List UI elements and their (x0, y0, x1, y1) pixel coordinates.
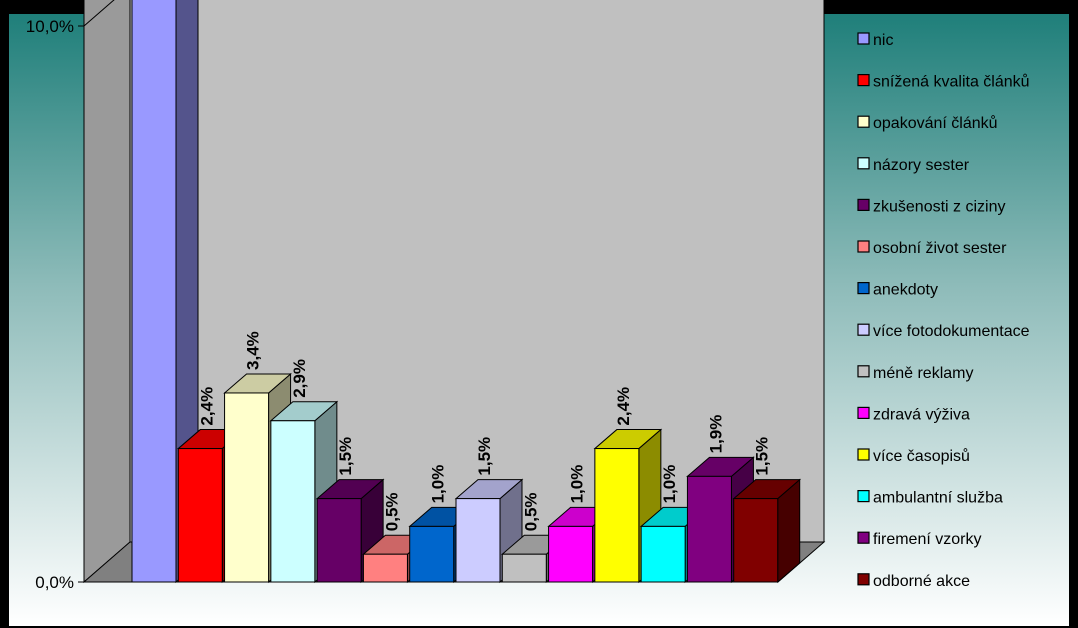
legend-swatch (857, 157, 870, 170)
legend-label: osobní život sester (873, 240, 1007, 257)
bar-front (270, 420, 316, 583)
legend-swatch (857, 323, 870, 336)
legend-swatch (857, 282, 870, 295)
legend-item: snížená kvalita článků (857, 73, 1030, 91)
bar-front (733, 498, 779, 583)
legend-item: více fotodokumentace (857, 323, 1030, 340)
legend-swatch (857, 490, 870, 503)
legend-item: zdravá výživa (857, 406, 970, 423)
bar-front (131, 0, 177, 583)
data-label: 1,5% (753, 437, 772, 476)
legend-label: odborné akce (873, 573, 970, 590)
legend-label: více fotodokumentace (873, 323, 1030, 340)
legend-item: opakování článků (857, 114, 998, 132)
bar-front (316, 498, 362, 583)
legend-swatch (857, 240, 870, 253)
legend-swatch (857, 198, 870, 211)
legend-item: firemení vzorky (857, 531, 981, 548)
legend-label: zkušenosti z ciziny (873, 198, 1006, 215)
legend-item: méně reklamy (857, 365, 973, 382)
legend-label: opakování článků (873, 114, 998, 132)
data-label: 1,9% (706, 415, 725, 454)
legend-swatch (857, 573, 870, 586)
side-wall (83, 0, 131, 584)
data-label: 1,0% (429, 465, 448, 504)
legend-swatch (857, 365, 870, 378)
data-label: 0,5% (382, 492, 401, 531)
data-label: 3,4% (244, 331, 263, 370)
legend-swatch (857, 73, 870, 87)
data-label: 2,9% (290, 359, 309, 398)
legend-item: názory sester (857, 157, 970, 174)
legend-label: méně reklamy (873, 365, 973, 382)
legend-label: firemení vzorky (873, 531, 981, 548)
bars (131, 0, 802, 584)
bar-front (548, 525, 594, 583)
legend-item: nic (857, 32, 893, 49)
bar-front (501, 553, 547, 583)
legend-item: anekdoty (857, 282, 938, 299)
bar-front (455, 498, 501, 583)
legend-swatch (857, 448, 870, 461)
legend-label: názory sester (873, 157, 970, 174)
bar-front (640, 525, 686, 583)
data-label: 2,4% (197, 387, 216, 426)
data-label: 1,0% (568, 465, 587, 504)
y-axis-ticks: 0,0%10,0%20,0%30,0%40,0%50,0%60,0%70,0%8… (26, 0, 85, 592)
data-label: 2,4% (614, 387, 633, 426)
legend-swatch (857, 531, 870, 544)
legend-swatch (857, 406, 870, 419)
legend-label: anekdoty (873, 282, 938, 299)
legend-swatch (857, 32, 870, 45)
legend-label: více časopisů (873, 447, 970, 465)
bar-14 (732, 478, 802, 584)
legend-item: osobní život sester (857, 240, 1007, 257)
data-label: 1,0% (660, 465, 679, 504)
legend-label: snížená kvalita článků (873, 73, 1030, 91)
gridline (83, 0, 115, 27)
legend-label: nic (873, 32, 893, 49)
legend-item: ambulantní služba (857, 490, 1003, 507)
bar-front (362, 553, 408, 583)
legend-item: odborné akce (857, 573, 970, 590)
data-label: 1,5% (475, 437, 494, 476)
legend: nic snížená kvalita článků opakování článk… (857, 32, 1030, 590)
bar-front (686, 475, 732, 583)
legend-label: ambulantní služba (873, 490, 1003, 507)
legend-swatch (857, 115, 870, 128)
y-tick-label: 0,0% (35, 573, 74, 592)
y-tick-label: 10,0% (26, 17, 74, 36)
bar-1 (131, 0, 199, 584)
data-label: 1,5% (336, 437, 355, 476)
bar-front (177, 448, 223, 583)
data-label: 0,5% (521, 492, 540, 531)
bar-front (594, 448, 640, 583)
bar-front (409, 525, 455, 583)
bar-front (224, 392, 270, 583)
legend-item: zkušenosti z ciziny (857, 198, 1006, 215)
legend-item: více časopisů (857, 447, 970, 465)
legend-label: zdravá výživa (873, 406, 970, 423)
data-labels: 78,7%2,4%3,4%2,9%1,5%0,5%1,0%1,5%0,5%1,0… (197, 331, 772, 531)
